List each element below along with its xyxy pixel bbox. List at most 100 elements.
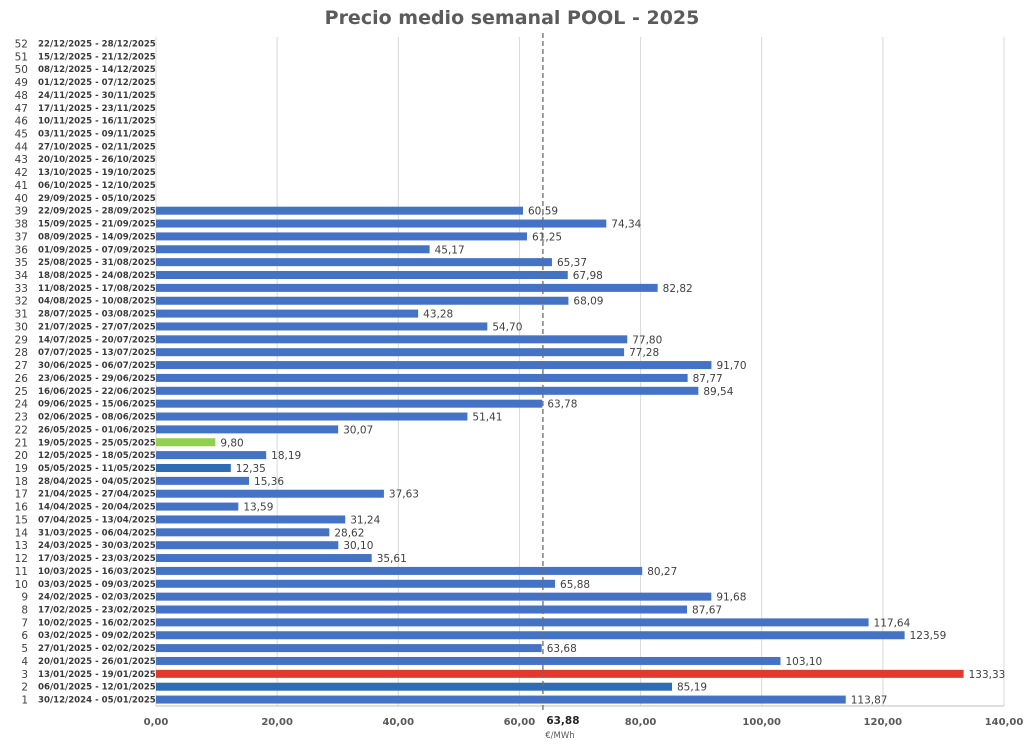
week-number-label: 1 bbox=[21, 695, 28, 707]
week-number-label: 14 bbox=[15, 527, 29, 539]
week-range-label: 11/08/2025 - 17/08/2025 bbox=[38, 284, 156, 294]
week-range-label: 25/08/2025 - 31/08/2025 bbox=[38, 258, 156, 268]
week-number-label: 7 bbox=[21, 617, 28, 629]
week-range-label: 26/05/2025 - 01/06/2025 bbox=[38, 425, 156, 435]
bar-value-label: 45,17 bbox=[435, 244, 465, 256]
week-number-label: 51 bbox=[15, 51, 28, 63]
x-tick-label: 120,00 bbox=[864, 717, 903, 728]
bar bbox=[156, 322, 488, 331]
bar bbox=[156, 566, 643, 575]
week-number-label: 47 bbox=[15, 103, 28, 115]
week-range-label: 22/09/2025 - 28/09/2025 bbox=[38, 207, 156, 217]
bar-value-label: 15,36 bbox=[254, 476, 284, 488]
bar bbox=[156, 258, 552, 267]
week-number-label: 44 bbox=[15, 141, 29, 153]
week-number-label: 27 bbox=[15, 360, 28, 372]
week-number-label: 49 bbox=[15, 77, 28, 89]
week-range-label: 14/07/2025 - 20/07/2025 bbox=[38, 335, 156, 345]
week-number-label: 15 bbox=[15, 514, 28, 526]
week-number-label: 38 bbox=[15, 219, 28, 231]
bar-value-label: 68,09 bbox=[573, 296, 603, 308]
week-number-label: 31 bbox=[15, 309, 28, 321]
week-number-label: 30 bbox=[15, 321, 28, 333]
bar-value-label: 113,87 bbox=[851, 695, 888, 707]
week-range-label: 23/06/2025 - 29/06/2025 bbox=[38, 374, 156, 384]
week-range-label: 30/12/2024 - 05/01/2025 bbox=[38, 696, 156, 706]
bar-value-label: 67,98 bbox=[573, 270, 603, 282]
bar-value-label: 9,80 bbox=[220, 437, 243, 449]
bar-value-label: 123,59 bbox=[910, 630, 947, 642]
week-number-label: 50 bbox=[15, 64, 28, 76]
week-range-label: 04/08/2025 - 10/08/2025 bbox=[38, 297, 156, 307]
bar bbox=[156, 695, 846, 704]
bar bbox=[156, 451, 267, 460]
bar-value-label: 91,70 bbox=[716, 360, 746, 372]
week-number-label: 11 bbox=[15, 566, 28, 578]
bar-value-label: 54,70 bbox=[492, 321, 522, 333]
bar-value-label: 65,88 bbox=[560, 579, 590, 591]
bar-value-label: 28,62 bbox=[334, 527, 364, 539]
bar bbox=[156, 245, 430, 254]
week-number-label: 9 bbox=[21, 592, 28, 604]
week-range-label: 06/01/2025 - 12/01/2025 bbox=[38, 683, 156, 693]
x-tick-label: 100,00 bbox=[742, 717, 781, 728]
week-range-label: 13/01/2025 - 19/01/2025 bbox=[38, 670, 156, 680]
bar bbox=[156, 412, 468, 421]
week-number-label: 35 bbox=[15, 257, 28, 269]
week-number-label: 29 bbox=[15, 334, 28, 346]
week-number-label: 10 bbox=[15, 579, 28, 591]
bar bbox=[156, 283, 658, 292]
bar-value-label: 63,78 bbox=[547, 399, 577, 411]
bar-value-label: 63,68 bbox=[547, 643, 577, 655]
bar-value-label: 51,41 bbox=[472, 412, 502, 424]
week-range-label: 20/01/2025 - 26/01/2025 bbox=[38, 657, 156, 667]
bar bbox=[156, 219, 607, 228]
bar-value-label: 91,68 bbox=[716, 592, 746, 604]
bar bbox=[156, 425, 339, 434]
week-range-label: 24/11/2025 - 30/11/2025 bbox=[38, 91, 156, 101]
week-range-label: 12/05/2025 - 18/05/2025 bbox=[38, 451, 156, 461]
week-number-label: 13 bbox=[15, 540, 28, 552]
bar-value-label: 89,54 bbox=[703, 386, 733, 398]
x-axis-unit-label: €/MWh bbox=[545, 731, 574, 741]
bar-value-label: 133,33 bbox=[969, 669, 1006, 681]
week-number-label: 52 bbox=[15, 38, 28, 50]
week-number-label: 22 bbox=[15, 424, 28, 436]
week-range-label: 02/06/2025 - 08/06/2025 bbox=[38, 413, 156, 423]
x-tick-label: 0,00 bbox=[144, 717, 169, 728]
bar bbox=[156, 618, 869, 627]
week-range-label: 03/11/2025 - 09/11/2025 bbox=[38, 129, 156, 139]
x-tick-label: 80,00 bbox=[625, 717, 657, 728]
bar bbox=[156, 682, 673, 691]
bar-value-label: 37,63 bbox=[389, 489, 419, 501]
bar-value-label: 82,82 bbox=[663, 283, 693, 295]
bar bbox=[156, 489, 384, 498]
week-range-label: 06/10/2025 - 12/10/2025 bbox=[38, 181, 156, 191]
week-range-label: 16/06/2025 - 22/06/2025 bbox=[38, 387, 156, 397]
week-range-label: 10/02/2025 - 16/02/2025 bbox=[38, 618, 156, 628]
week-range-label: 10/11/2025 - 16/11/2025 bbox=[38, 117, 156, 127]
week-range-label: 22/12/2025 - 28/12/2025 bbox=[38, 39, 156, 49]
bar-value-label: 87,67 bbox=[692, 605, 722, 617]
week-range-label: 07/04/2025 - 13/04/2025 bbox=[38, 515, 156, 525]
week-range-label: 31/03/2025 - 06/04/2025 bbox=[38, 528, 156, 538]
week-number-label: 19 bbox=[15, 463, 28, 475]
week-number-label: 34 bbox=[15, 270, 29, 282]
week-range-label: 21/07/2025 - 27/07/2025 bbox=[38, 322, 156, 332]
bar bbox=[156, 386, 699, 395]
bar-value-label: 12,35 bbox=[236, 463, 266, 475]
week-range-label: 27/01/2025 - 02/02/2025 bbox=[38, 644, 156, 654]
bar bbox=[156, 631, 905, 640]
chart-title: Precio medio semanal POOL - 2025 bbox=[325, 7, 700, 29]
bar bbox=[156, 463, 231, 472]
value-labels: 113,87 85,19 133,33 103,10 63,68 123,59117,64… bbox=[220, 206, 1005, 707]
bar bbox=[156, 348, 625, 357]
bar bbox=[156, 232, 527, 241]
week-range-label: 28/04/2025 - 04/05/2025 bbox=[38, 477, 156, 487]
week-number-label: 42 bbox=[15, 167, 28, 179]
bar-value-label: 65,37 bbox=[557, 257, 587, 269]
x-tick-label: 140,00 bbox=[985, 717, 1024, 728]
bar-value-label: 74,34 bbox=[611, 219, 641, 231]
week-number-label: 28 bbox=[15, 347, 28, 359]
bar bbox=[156, 644, 542, 653]
